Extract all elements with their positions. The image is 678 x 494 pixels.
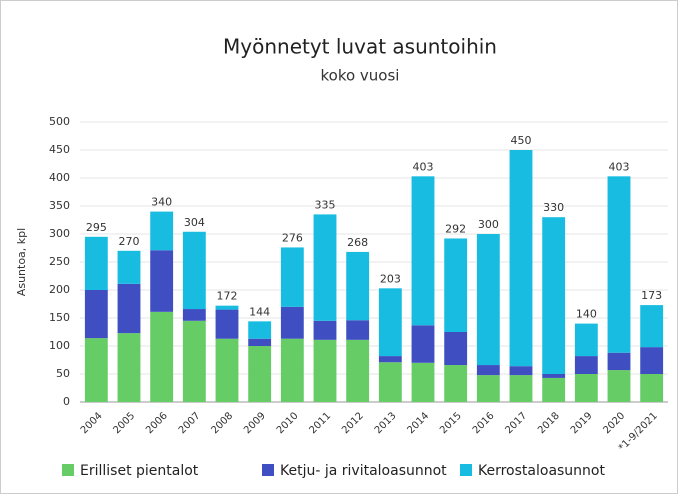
bar-segment (574, 356, 598, 374)
bar-segment (313, 320, 337, 340)
legend-swatch (460, 464, 472, 476)
bar-segment (248, 338, 272, 346)
bar-segment (117, 250, 141, 284)
bar-segment (476, 365, 500, 376)
legend-label: Ketju- ja rivitaloasunnot (280, 463, 447, 479)
total-label: 295 (86, 221, 107, 234)
legend-label: Erilliset pientalot (80, 463, 199, 479)
bar-segment (476, 375, 500, 402)
total-label: 330 (543, 201, 564, 214)
total-label: 304 (184, 216, 205, 229)
bar-segment (476, 234, 500, 366)
total-label: 172 (217, 290, 238, 303)
bar-segment (411, 176, 435, 326)
bar-segment (542, 377, 566, 402)
bar-segment (182, 320, 206, 402)
total-label: 203 (380, 272, 401, 285)
bar-segment (542, 217, 566, 374)
y-tick-label: 350 (49, 199, 70, 212)
bar-segment (378, 288, 402, 357)
bar-segment (280, 247, 304, 307)
bar-segment (444, 332, 468, 366)
bar-segment (280, 306, 304, 339)
total-label: 292 (445, 222, 466, 235)
bar-segment (444, 365, 468, 402)
total-label: 270 (119, 235, 140, 248)
bar-segment (150, 211, 174, 251)
bar-segment (215, 305, 239, 310)
legend-label: Kerrostaloasunnot (478, 463, 605, 479)
bar-segment (607, 370, 631, 402)
y-tick-label: 450 (49, 143, 70, 156)
total-label: 144 (249, 305, 270, 318)
y-tick-label: 150 (49, 311, 70, 324)
chart-title: Myönnetyt luvat asuntoihin (223, 35, 497, 59)
bar-segment (346, 320, 370, 340)
total-label: 450 (511, 134, 532, 147)
bar-segment (84, 290, 108, 339)
bar-segment (150, 250, 174, 312)
total-label: 300 (478, 218, 499, 231)
bar-segment (215, 309, 239, 339)
bar-segment (607, 176, 631, 353)
bar-segment (150, 311, 174, 402)
y-tick-label: 500 (49, 115, 70, 128)
bar-segment (117, 333, 141, 402)
bar-segment (411, 362, 435, 402)
bar-segment (215, 338, 239, 402)
legend-swatch (62, 464, 74, 476)
total-label: 276 (282, 231, 303, 244)
bar-segment (640, 374, 664, 402)
total-label: 403 (609, 160, 630, 173)
y-tick-label: 0 (63, 395, 70, 408)
bar-segment (84, 236, 108, 290)
total-label: 403 (413, 160, 434, 173)
bar-segment (509, 150, 533, 367)
total-label: 340 (151, 196, 172, 209)
bar-segment (182, 231, 206, 310)
y-tick-label: 100 (49, 339, 70, 352)
bar-segment (574, 374, 598, 402)
bar-segment (607, 352, 631, 371)
bar-segment (248, 346, 272, 402)
total-label: 335 (315, 198, 336, 211)
bar-segment (378, 362, 402, 402)
bar-segment (346, 251, 370, 321)
legend-swatch (262, 464, 274, 476)
bar-segment (248, 321, 272, 339)
bar-segment (640, 347, 664, 374)
y-tick-label: 200 (49, 283, 70, 296)
bar-segment (346, 339, 370, 402)
bar-segment (378, 356, 402, 363)
bar-segment (509, 375, 533, 402)
bar-segment (280, 338, 304, 402)
bar-segment (411, 325, 435, 363)
bar-segment (542, 374, 566, 378)
bar-segment (313, 339, 337, 402)
total-label: 268 (347, 236, 368, 249)
bar-segment (84, 338, 108, 402)
bar-segment (640, 305, 664, 348)
bar-segment (182, 309, 206, 321)
bar-segment (117, 283, 141, 334)
y-tick-label: 250 (49, 255, 70, 268)
bar-segment (444, 238, 468, 332)
total-label: 173 (641, 289, 662, 302)
y-tick-label: 300 (49, 227, 70, 240)
bar-segment (313, 214, 337, 321)
y-tick-label: 50 (56, 367, 70, 380)
bar-segment (574, 323, 598, 357)
bar-segment (509, 366, 533, 376)
y-tick-label: 400 (49, 171, 70, 184)
y-axis-label: Asuntoa, kpl (15, 228, 28, 296)
total-label: 140 (576, 308, 597, 321)
chart-subtitle: koko vuosi (321, 67, 400, 85)
